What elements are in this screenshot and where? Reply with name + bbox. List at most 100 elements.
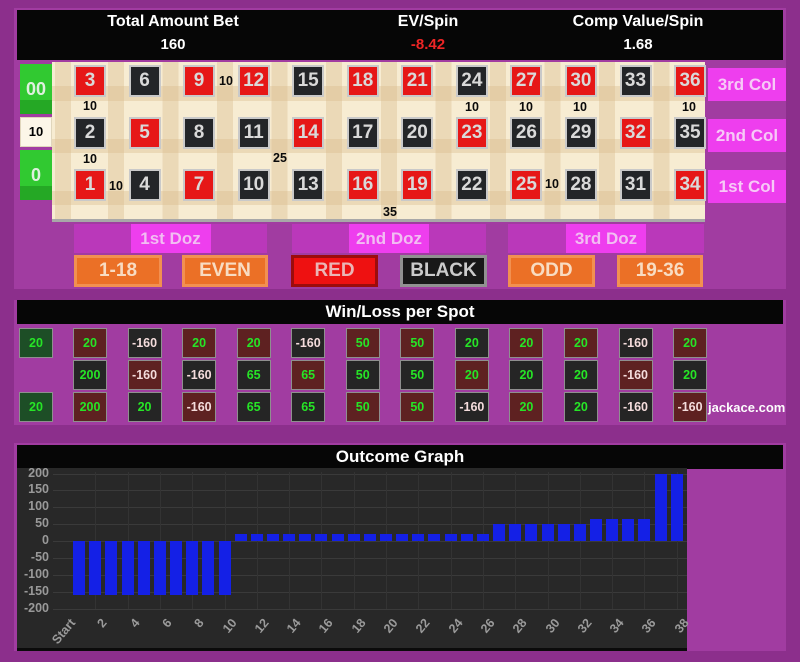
bar-spin-8 bbox=[186, 541, 199, 595]
winloss-number-11: 65 bbox=[236, 360, 271, 390]
bet-number-32[interactable]: 32 bbox=[619, 117, 652, 149]
bet-number-22[interactable]: 22 bbox=[455, 169, 488, 201]
bet-2nd-dozen[interactable]: 2nd Doz bbox=[292, 224, 486, 253]
bet-number-15[interactable]: 15 bbox=[292, 65, 325, 97]
bet-number-36[interactable]: 36 bbox=[674, 65, 707, 97]
bet-2nd-column[interactable]: 2nd Col bbox=[708, 119, 786, 152]
bet-number-9[interactable]: 9 bbox=[183, 65, 216, 97]
y-gridline--100 bbox=[53, 574, 687, 576]
bar-spin-35 bbox=[622, 519, 635, 541]
dozen-label[interactable]: 3rd Doz bbox=[566, 224, 646, 253]
bet-number-13[interactable]: 13 bbox=[292, 169, 325, 201]
bet-number-17[interactable]: 17 bbox=[346, 117, 379, 149]
bar-spin-17 bbox=[331, 534, 344, 541]
dozen-label[interactable]: 1st Doz bbox=[130, 224, 211, 253]
chip-split-2-3[interactable]: 10 bbox=[83, 99, 97, 113]
bet-number-31[interactable]: 31 bbox=[619, 169, 652, 201]
bet-number-2[interactable]: 2 bbox=[74, 117, 106, 149]
bet-number-8[interactable]: 8 bbox=[183, 117, 216, 149]
winloss-number-16: 50 bbox=[345, 392, 380, 422]
chip-split-29-30[interactable]: 10 bbox=[573, 100, 587, 114]
dozen-label[interactable]: 2nd Doz bbox=[349, 224, 429, 253]
bet-number-24[interactable]: 24 bbox=[455, 65, 488, 97]
bet-1st-dozen[interactable]: 1st Doz bbox=[74, 224, 267, 253]
bet-number-34[interactable]: 34 bbox=[674, 169, 707, 201]
chip-split-26-27[interactable]: 10 bbox=[519, 100, 533, 114]
bet-number-18[interactable]: 18 bbox=[346, 65, 379, 97]
winloss-number-28: 20 bbox=[563, 392, 598, 422]
bet-number-25[interactable]: 25 bbox=[510, 169, 543, 201]
bet-number-21[interactable]: 21 bbox=[401, 65, 434, 97]
bet-double-zero[interactable]: 00 bbox=[20, 64, 52, 114]
bet-number-5[interactable]: 5 bbox=[128, 117, 161, 149]
winloss-number-23: 20 bbox=[454, 360, 489, 390]
bet-number-20[interactable]: 20 bbox=[401, 117, 434, 149]
bet-number-30[interactable]: 30 bbox=[564, 65, 597, 97]
bet-number-33[interactable]: 33 bbox=[619, 65, 652, 97]
bet-number-26[interactable]: 26 bbox=[510, 117, 543, 149]
chip-split-1-2[interactable]: 10 bbox=[83, 152, 97, 166]
x-tick-text: 20 bbox=[381, 616, 401, 636]
bet-odd[interactable]: ODD bbox=[508, 255, 595, 287]
winloss-number-17: 50 bbox=[345, 360, 380, 390]
winloss-number-13: 65 bbox=[291, 392, 326, 422]
bet-number-7[interactable]: 7 bbox=[183, 169, 216, 201]
bet-number-10[interactable]: 10 bbox=[237, 169, 270, 201]
bet-19-36[interactable]: 19-36 bbox=[617, 255, 703, 287]
winloss-title: Win/Loss per Spot bbox=[17, 300, 783, 324]
bet-number-12[interactable]: 12 bbox=[237, 65, 270, 97]
bar-spin-30 bbox=[541, 524, 554, 541]
chip-corner-10-11-13-14[interactable]: 25 bbox=[273, 151, 287, 165]
bar-spin-4 bbox=[121, 541, 134, 595]
x-gridline-4 bbox=[127, 472, 129, 609]
bet-number-4[interactable]: 4 bbox=[128, 169, 161, 201]
chip-split-35-36[interactable]: 10 bbox=[682, 100, 696, 114]
bar-spin-34 bbox=[606, 519, 619, 541]
chip-split-1-4[interactable]: 10 bbox=[109, 179, 123, 193]
bar-spin-1 bbox=[73, 541, 86, 595]
winloss-number-9: 20 bbox=[182, 328, 217, 358]
bet-number-3[interactable]: 3 bbox=[74, 65, 106, 97]
stat-value: 160 bbox=[160, 36, 186, 53]
bet-number-14[interactable]: 14 bbox=[292, 117, 325, 149]
bet-number-23[interactable]: 23 bbox=[455, 117, 488, 149]
x-tick-text: 12 bbox=[251, 616, 272, 636]
x-gridline-10 bbox=[224, 472, 226, 609]
bet-1-18[interactable]: 1-18 bbox=[74, 255, 162, 287]
bar-spin-7 bbox=[170, 541, 183, 595]
x-gridline-2 bbox=[95, 472, 97, 609]
bet-number-28[interactable]: 28 bbox=[564, 169, 597, 201]
bet-3rd-dozen[interactable]: 3rd Doz bbox=[508, 224, 704, 253]
y-tick-label-200: 200 bbox=[28, 465, 49, 480]
bar-spin-31 bbox=[557, 524, 570, 541]
winloss-number-29: 20 bbox=[563, 360, 598, 390]
bet-number-1[interactable]: 1 bbox=[74, 169, 106, 201]
bet-number-16[interactable]: 16 bbox=[346, 169, 379, 201]
bet-red[interactable]: RED bbox=[291, 255, 378, 287]
chip-split-25-28[interactable]: 10 bbox=[545, 177, 559, 191]
chip-split-9-12[interactable]: 10 bbox=[219, 74, 233, 88]
bar-spin-23 bbox=[428, 534, 441, 541]
bar-spin-11 bbox=[234, 534, 247, 541]
bet-even[interactable]: EVEN bbox=[182, 255, 268, 287]
x-tick-text: 28 bbox=[510, 616, 530, 636]
bet-number-27[interactable]: 27 bbox=[510, 65, 543, 97]
chip-split-23-24[interactable]: 10 bbox=[465, 100, 479, 114]
chip-split-0-00[interactable]: 10 bbox=[20, 117, 52, 147]
bet-3rd-column[interactable]: 3rd Col bbox=[708, 68, 786, 101]
bet-1st-column[interactable]: 1st Col bbox=[708, 170, 786, 203]
winloss-number-20: 50 bbox=[400, 360, 435, 390]
bet-number-35[interactable]: 35 bbox=[674, 117, 707, 149]
bet-zero[interactable]: 0 bbox=[20, 150, 52, 200]
chip-line-16-19[interactable]: 35 bbox=[383, 205, 397, 219]
bet-number-11[interactable]: 11 bbox=[237, 117, 270, 149]
bet-number-6[interactable]: 6 bbox=[128, 65, 161, 97]
bar-spin-9 bbox=[202, 541, 215, 595]
stat-ev-per-spin: EV/Spin -8.42 bbox=[398, 10, 458, 56]
bet-number-29[interactable]: 29 bbox=[564, 117, 597, 149]
bar-spin-2 bbox=[89, 541, 102, 595]
bet-black[interactable]: BLACK bbox=[400, 255, 487, 287]
y-tick-label-150: 150 bbox=[28, 482, 49, 497]
bet-number-19[interactable]: 19 bbox=[401, 169, 434, 201]
x-tick-text: 6 bbox=[159, 616, 175, 631]
